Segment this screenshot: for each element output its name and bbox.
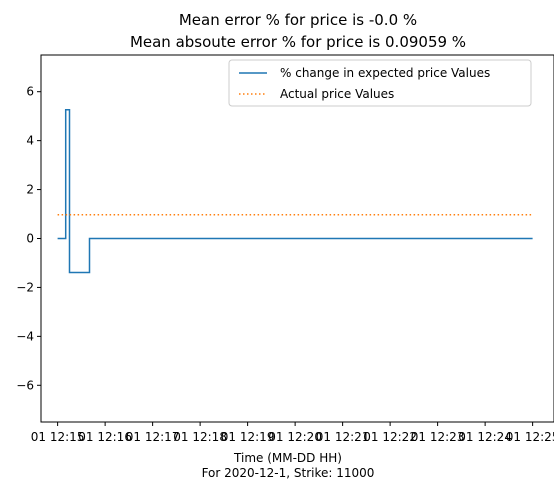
legend-label-actual-price: Actual price Values: [280, 87, 394, 101]
y-tick-label: 4: [26, 134, 34, 148]
x-tick-label: 01 12:20: [268, 430, 322, 444]
series-layer: [57, 109, 533, 274]
x-tick-label: 01 12:23: [411, 430, 465, 444]
chart-title-line-2: Mean absoute error % for price is 0.0905…: [130, 33, 466, 51]
chart-title-line-1: Mean error % for price is -0.0 %: [179, 11, 417, 29]
legend: % change in expected price Values Actual…: [228, 59, 532, 107]
x-tick-label: 01 12:19: [221, 430, 275, 444]
series-line-0: [57, 109, 533, 274]
legend-label-expected-change: % change in expected price Values: [280, 66, 490, 80]
x-tick-label: 01 12:25: [506, 430, 554, 444]
y-tick-label: 6: [26, 85, 34, 99]
y-axis: −6 −4 −2 0 2 4 6: [16, 85, 41, 392]
y-tick-label: 2: [26, 183, 34, 197]
legend-box: [228, 59, 532, 107]
y-tick-label: −6: [16, 378, 34, 392]
x-tick-label: 01 12:24: [458, 430, 512, 444]
x-tick-label: 01 12:15: [31, 430, 85, 444]
x-tick-label: 01 12:22: [363, 430, 417, 444]
x-tick-label: 01 12:21: [316, 430, 370, 444]
x-axis-label-line-1: Time (MM-DD HH): [233, 451, 342, 465]
x-tick-label: 01 12:18: [173, 430, 227, 444]
y-tick-label: 0: [26, 232, 34, 246]
y-tick-label: −4: [16, 329, 34, 343]
x-axis-label-line-2: For 2020-12-1, Strike: 11000: [202, 466, 375, 480]
x-tick-label: 01 12:17: [126, 430, 180, 444]
y-tick-label: −2: [16, 280, 34, 294]
x-tick-label: 01 12:16: [78, 430, 132, 444]
